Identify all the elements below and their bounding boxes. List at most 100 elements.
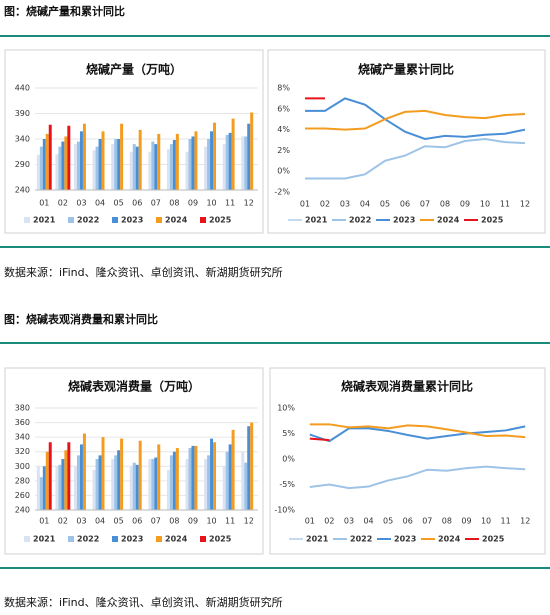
legend-label: 2022 bbox=[77, 535, 99, 544]
x-tick-label: 06 bbox=[403, 517, 413, 526]
legend-label: 2024 bbox=[165, 216, 188, 225]
legend-label: 2023 bbox=[121, 216, 143, 225]
x-tick-label: 01 bbox=[39, 199, 49, 208]
x-tick-label: 12 bbox=[244, 199, 254, 208]
bar bbox=[191, 445, 195, 510]
bar bbox=[194, 131, 198, 190]
legend-swatch bbox=[24, 536, 30, 542]
bar bbox=[194, 445, 198, 510]
bar bbox=[98, 455, 102, 510]
x-tick-label: 04 bbox=[360, 200, 370, 209]
bar bbox=[132, 462, 136, 510]
bar bbox=[185, 151, 189, 190]
bar bbox=[117, 139, 121, 190]
bar bbox=[185, 459, 189, 510]
x-tick-label: 08 bbox=[169, 517, 179, 526]
x-tick-label: 09 bbox=[188, 199, 198, 208]
y-tick-label: 340 bbox=[15, 135, 30, 144]
bar bbox=[213, 122, 217, 190]
bar bbox=[225, 451, 229, 510]
x-tick-label: 08 bbox=[442, 517, 452, 526]
bar bbox=[42, 139, 46, 190]
bar bbox=[129, 151, 133, 190]
bar bbox=[95, 459, 99, 510]
x-tick-label: 08 bbox=[440, 200, 450, 209]
bar bbox=[55, 466, 59, 510]
bar bbox=[207, 455, 211, 510]
legend-label: 2023 bbox=[121, 535, 143, 544]
x-tick-label: 01 bbox=[39, 517, 49, 526]
y-tick-label: 240 bbox=[15, 506, 30, 515]
bar bbox=[151, 141, 155, 190]
legend-swatch bbox=[112, 217, 118, 223]
legend-swatch bbox=[68, 536, 74, 542]
legend-label: 2021 bbox=[306, 535, 329, 544]
bar bbox=[231, 118, 235, 190]
legend-label: 2024 bbox=[438, 535, 461, 544]
bar bbox=[166, 149, 170, 190]
x-tick-label: 12 bbox=[520, 517, 530, 526]
x-tick-label: 11 bbox=[500, 200, 510, 209]
legend-label: 2024 bbox=[165, 535, 188, 544]
chart-panel bbox=[267, 49, 546, 234]
bar bbox=[188, 139, 192, 190]
bar bbox=[222, 466, 226, 510]
bar bbox=[114, 455, 118, 510]
chart-panel bbox=[269, 367, 546, 555]
series-line bbox=[309, 437, 330, 442]
x-tick-label: 01 bbox=[300, 200, 310, 209]
y-tick-label: 360 bbox=[15, 418, 30, 427]
x-tick-label: 10 bbox=[206, 517, 216, 526]
x-tick-label: 10 bbox=[481, 517, 491, 526]
x-tick-label: 04 bbox=[363, 517, 373, 526]
y-tick-label: 2% bbox=[277, 146, 290, 155]
legend-label: 2025 bbox=[209, 535, 232, 544]
y-tick-label: 8% bbox=[277, 84, 290, 93]
figure-caption: 图：烧碱产量和累计同比 bbox=[4, 4, 125, 18]
bar bbox=[67, 125, 71, 190]
bar bbox=[132, 144, 136, 190]
bar bbox=[55, 154, 59, 190]
legend-label: 2024 bbox=[437, 216, 460, 225]
y-tick-label: 300 bbox=[15, 462, 30, 471]
bar bbox=[111, 459, 115, 510]
x-tick-label: 05 bbox=[114, 199, 124, 208]
x-tick-label: 09 bbox=[188, 517, 198, 526]
x-tick-label: 03 bbox=[76, 517, 86, 526]
y-tick-label: 0% bbox=[277, 167, 290, 176]
y-tick-label: 340 bbox=[15, 433, 30, 442]
x-tick-label: 06 bbox=[400, 200, 410, 209]
bar bbox=[228, 132, 232, 190]
x-tick-label: 12 bbox=[520, 200, 530, 209]
bar bbox=[120, 438, 124, 510]
bar bbox=[114, 139, 118, 190]
bar bbox=[222, 144, 226, 190]
x-tick-label: 11 bbox=[501, 517, 511, 526]
bar bbox=[117, 450, 121, 510]
x-tick-label: 12 bbox=[244, 517, 254, 526]
bar bbox=[42, 466, 46, 510]
legend-swatch bbox=[156, 217, 162, 223]
bar bbox=[154, 144, 158, 190]
bar bbox=[79, 131, 83, 190]
bar bbox=[175, 448, 179, 510]
source-note: 数据来源：iFind、隆众资讯、卓创资讯、新湖期货研究所 bbox=[4, 595, 283, 609]
x-tick-label: 11 bbox=[225, 199, 235, 208]
legend-label: 2021 bbox=[33, 535, 56, 544]
chart-panel bbox=[4, 367, 264, 555]
x-tick-label: 08 bbox=[169, 199, 179, 208]
legend-label: 2022 bbox=[77, 216, 99, 225]
bar bbox=[204, 146, 208, 190]
bar bbox=[172, 451, 176, 510]
bar bbox=[39, 477, 43, 510]
bar bbox=[250, 112, 254, 190]
x-tick-label: 09 bbox=[460, 200, 470, 209]
x-tick-label: 02 bbox=[58, 199, 68, 208]
y-tick-label: 380 bbox=[15, 404, 30, 413]
y-tick-label: 390 bbox=[15, 109, 30, 118]
y-tick-label: -5% bbox=[279, 480, 295, 489]
y-tick-label: 440 bbox=[15, 84, 30, 93]
bar bbox=[76, 141, 80, 190]
series-line bbox=[305, 109, 526, 131]
